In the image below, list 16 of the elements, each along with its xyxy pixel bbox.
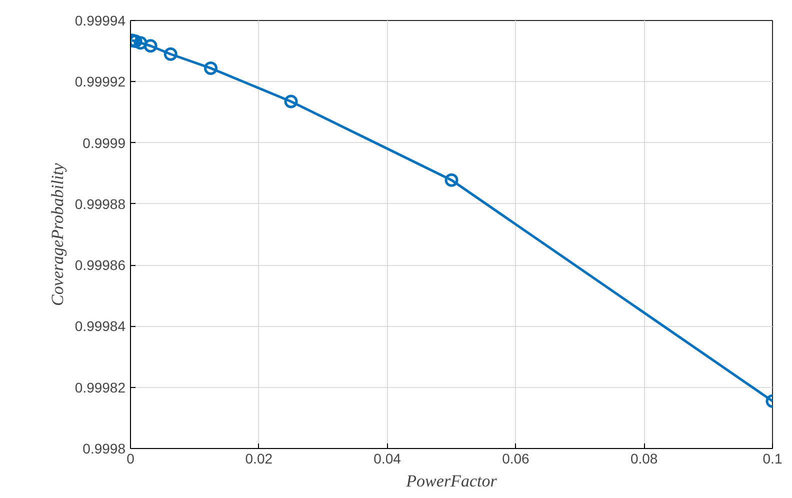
y-tick-label: 0.99984: [74, 318, 126, 334]
x-tick-label: 0.08: [630, 450, 658, 466]
y-tick-label: 0.9999: [82, 134, 126, 151]
y-tick-label: 0.9998: [82, 440, 126, 456]
x-tick-label: 0.02: [245, 450, 273, 466]
y-tick-label: 0.99992: [74, 74, 126, 90]
x-tick-label: 0.04: [374, 450, 402, 466]
y-tick-label: 0.99982: [74, 379, 126, 396]
y-axis-title: CoverageProbability: [48, 162, 67, 306]
y-tick-label: 0.99986: [74, 257, 126, 274]
x-axis-title: PowerFactor: [405, 472, 498, 490]
y-tick-label: 0.99994: [74, 12, 126, 28]
x-tick-label: 0: [126, 450, 135, 466]
x-tick-label: 0.1: [762, 450, 782, 466]
x-tick-label: 0.06: [502, 450, 530, 466]
y-tick-label: 0.99988: [74, 196, 126, 212]
